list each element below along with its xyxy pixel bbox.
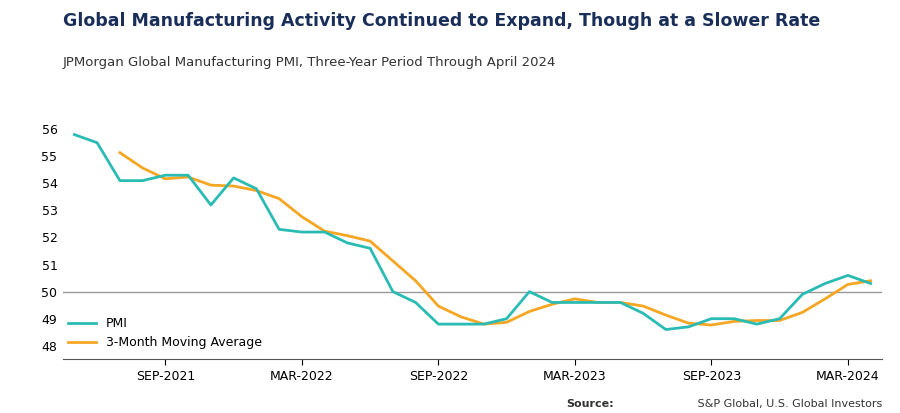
Text: S&P Global, U.S. Global Investors: S&P Global, U.S. Global Investors <box>694 399 882 409</box>
Text: Source:: Source: <box>566 399 614 409</box>
Legend: PMI, 3-Month Moving Average: PMI, 3-Month Moving Average <box>63 312 266 354</box>
Text: JPMorgan Global Manufacturing PMI, Three-Year Period Through April 2024: JPMorgan Global Manufacturing PMI, Three… <box>63 56 556 69</box>
Text: Global Manufacturing Activity Continued to Expand, Though at a Slower Rate: Global Manufacturing Activity Continued … <box>63 12 820 31</box>
